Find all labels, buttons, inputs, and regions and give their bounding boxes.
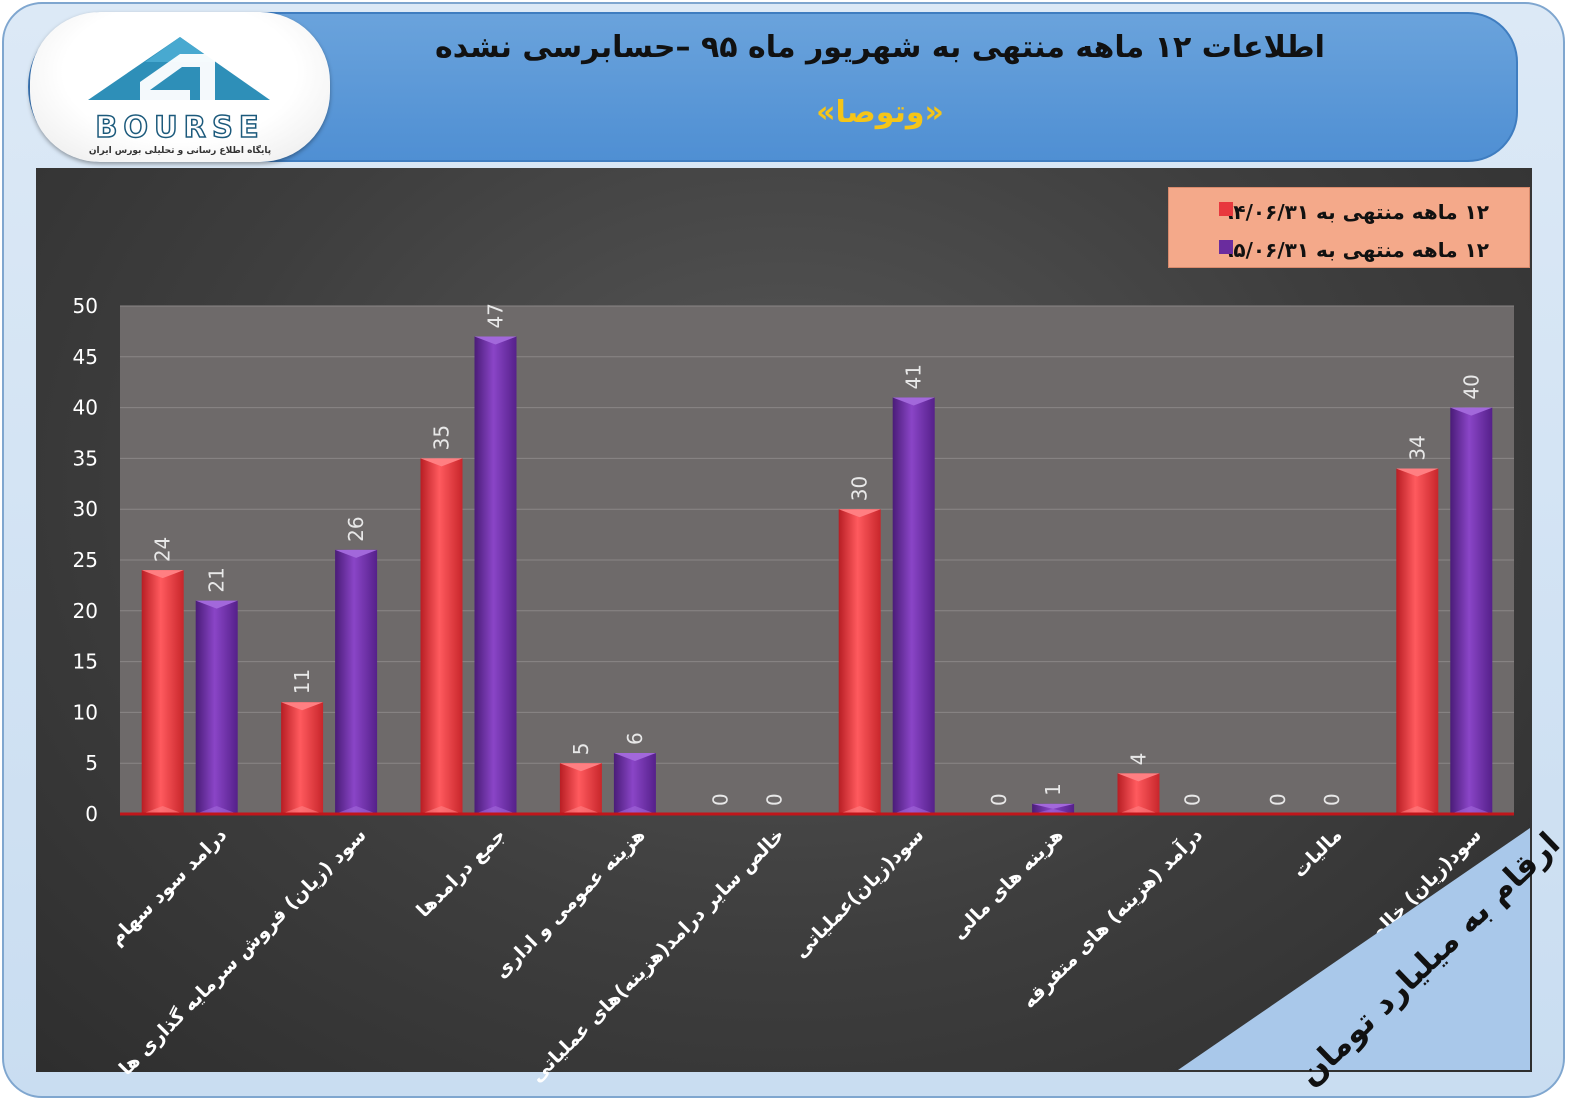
data-label: 41	[902, 364, 926, 389]
bar-series-2	[892, 397, 935, 814]
y-tick-label: 10	[73, 700, 98, 724]
data-label: 34	[1405, 435, 1429, 460]
data-label: 0	[1181, 793, 1205, 806]
bar-top-bevel	[281, 702, 324, 711]
bar-bottom-bevel	[892, 806, 935, 814]
y-tick-label: 50	[73, 294, 98, 318]
y-tick-label: 40	[73, 396, 98, 420]
bar-series-1	[559, 763, 602, 814]
bar-series-1	[420, 458, 463, 814]
bar-bottom-bevel	[613, 806, 656, 814]
data-label: 24	[151, 537, 175, 562]
x-category-label: هزینه های مالی	[948, 824, 1068, 944]
bar-series-2	[335, 549, 378, 814]
bar-bottom-bevel	[474, 806, 517, 814]
bar-bottom-bevel	[420, 806, 463, 814]
data-label: 30	[848, 476, 872, 501]
bar-series-2	[1450, 407, 1493, 814]
y-tick-label: 5	[85, 751, 98, 775]
bar-top-bevel	[474, 336, 517, 345]
data-label: 0	[762, 793, 786, 806]
data-label: 11	[290, 669, 314, 694]
bar-bottom-bevel	[335, 806, 378, 814]
data-label: 26	[344, 516, 368, 541]
bar-top-bevel	[838, 509, 881, 518]
bar-series-2	[474, 336, 517, 814]
bar-top-bevel	[335, 549, 378, 558]
bar-bottom-bevel	[838, 806, 881, 814]
y-tick-label: 45	[73, 345, 98, 369]
y-tick-label: 0	[85, 802, 98, 826]
y-tick-label: 15	[73, 650, 98, 674]
data-label: 35	[430, 425, 454, 450]
page-title: اطلاعات ۱۲ ماهه منتهی به شهریور ماه ۹۵ –…	[435, 30, 1325, 65]
logo-mountain-icon	[88, 37, 270, 100]
bar-series-1	[281, 702, 324, 814]
data-label: 4	[1127, 753, 1151, 766]
page-subtitle: «وتوصا»	[816, 95, 944, 130]
legend-item-1: ۱۲ ماهه منتهی به ۹۴/۰۶/۳۱	[1221, 200, 1489, 224]
bar-series-1	[1396, 468, 1439, 814]
data-label: 40	[1459, 374, 1483, 399]
data-label: 0	[987, 793, 1011, 806]
bar-series-1	[838, 509, 881, 814]
y-tick-label: 35	[73, 446, 98, 470]
bar-bottom-bevel	[1117, 806, 1160, 814]
data-label: 5	[569, 742, 593, 755]
bar-top-bevel	[1032, 803, 1075, 809]
y-tick-label: 25	[73, 548, 98, 572]
bar-top-bevel	[559, 763, 602, 772]
x-category-label: هزینه عمومی و اداری	[490, 824, 649, 983]
bar-bottom-bevel	[141, 806, 184, 814]
bourse-logo: BOURSE پایگاه اطلاع رسانی و تحلیلی بورس …	[30, 12, 330, 162]
bar-series-1	[141, 570, 184, 814]
legend-swatch-purple-icon	[1219, 240, 1233, 254]
legend-item-2: ۱۲ ماهه منتهی به ۹۵/۰۶/۳۱	[1221, 238, 1489, 262]
bar-series-2	[613, 753, 656, 814]
bar-top-bevel	[1396, 468, 1439, 477]
data-label: 1	[1041, 783, 1065, 796]
x-category-label: خالص سایر درامد(هزینه)های عملیاتی	[526, 824, 789, 1087]
x-category-label: جمع درامدها	[412, 824, 510, 922]
bar-bottom-bevel	[1450, 806, 1493, 814]
bar-top-bevel	[1117, 773, 1160, 782]
bar-top-bevel	[195, 600, 238, 609]
logo-caption: پایگاه اطلاع رسانی و تحلیلی بورس ایران	[88, 146, 272, 156]
data-label: 0	[1320, 793, 1344, 806]
bar-top-bevel	[1450, 407, 1493, 416]
x-category-label: سود(زیان)عملیاتی	[790, 824, 928, 962]
bar-top-bevel	[141, 570, 184, 579]
legend-swatch-red-icon	[1219, 202, 1233, 216]
bar-top-bevel	[892, 397, 935, 406]
x-category-label: مالیات	[1288, 824, 1346, 882]
bar-bottom-bevel	[281, 806, 324, 814]
y-tick-label: 20	[73, 599, 98, 623]
data-label: 47	[484, 303, 508, 328]
data-label: 0	[708, 793, 732, 806]
bar-bottom-bevel	[559, 806, 602, 814]
data-label: 0	[1266, 793, 1290, 806]
y-tick-label: 30	[73, 497, 98, 521]
bar-bottom-bevel	[195, 806, 238, 814]
bar-series-2	[195, 600, 238, 814]
logo-wordmark: BOURSE	[95, 109, 265, 145]
data-label: 21	[205, 567, 229, 592]
chart-legend: ۱۲ ماهه منتهی به ۹۴/۰۶/۳۱ ۱۲ ماهه منتهی …	[1168, 187, 1530, 268]
bar-bottom-bevel	[1396, 806, 1439, 814]
bar-top-bevel	[420, 458, 463, 467]
x-category-label: درامد سود سهام	[106, 824, 232, 950]
bar-top-bevel	[613, 753, 656, 762]
units-corner	[1178, 828, 1530, 1070]
data-label: 6	[623, 732, 647, 745]
x-category-label: سود (زیان) فروش سرمایه گذاری ها	[114, 823, 371, 1080]
